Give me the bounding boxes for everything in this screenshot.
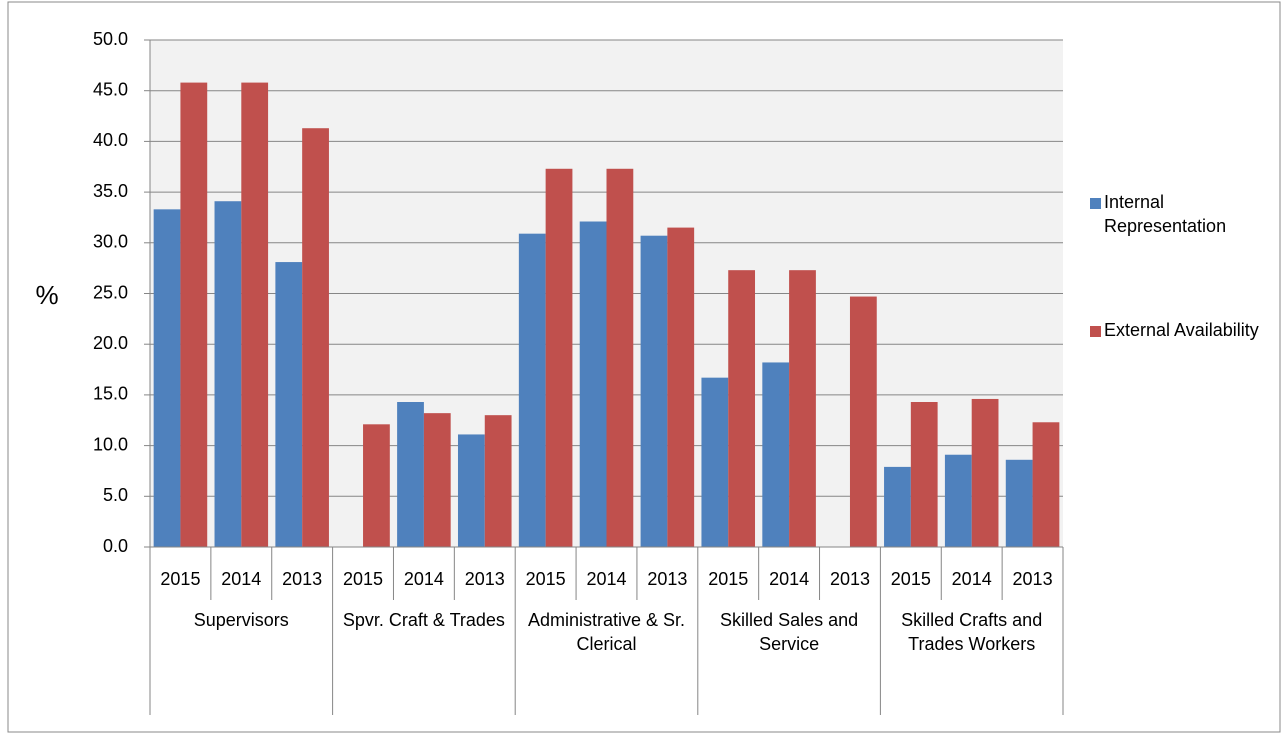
bar (1032, 422, 1060, 547)
y-tick-label: 35.0 (93, 181, 128, 201)
y-tick-label: 10.0 (93, 434, 128, 454)
bar (241, 82, 269, 547)
x-tick-label: 2013 (282, 569, 322, 589)
bar (214, 201, 242, 547)
bar (275, 262, 303, 547)
legend-swatch (1090, 198, 1101, 209)
x-tick-label: 2015 (526, 569, 566, 589)
bar (762, 362, 790, 547)
bar (728, 270, 756, 547)
y-tick-label: 20.0 (93, 333, 128, 353)
x-tick-label: 2015 (343, 569, 383, 589)
x-tick-label: 2013 (1013, 569, 1053, 589)
x-tick-label: 2015 (708, 569, 748, 589)
bar (397, 401, 424, 547)
group-label: Skilled Sales and Service (720, 610, 859, 654)
y-tick-label: 50.0 (93, 29, 128, 49)
x-tick-label: 2015 (160, 569, 200, 589)
y-tick-label: 5.0 (103, 485, 128, 505)
bar (910, 401, 938, 547)
group-label: Skilled Crafts and Trades Workers (901, 610, 1043, 654)
bar (884, 466, 911, 547)
bar (302, 128, 329, 547)
y-tick-label: 15.0 (93, 384, 128, 404)
x-tick-label: 2014 (769, 569, 809, 589)
bar (971, 398, 999, 547)
group-label: Supervisors (193, 610, 289, 630)
y-tick-label: 40.0 (93, 130, 128, 150)
y-tick-label: 45.0 (93, 79, 128, 99)
legend-label: External Availability (1104, 320, 1259, 340)
bar (1005, 459, 1033, 547)
bar (423, 413, 451, 547)
x-tick-label: 2014 (404, 569, 444, 589)
bar (701, 377, 729, 547)
x-tick-label: 2014 (586, 569, 626, 589)
y-axis-label: % (35, 280, 58, 310)
y-tick-label: 25.0 (93, 282, 128, 302)
group-label: Spvr. Craft & Trades (342, 610, 505, 630)
bar (457, 434, 485, 547)
bar (667, 227, 695, 547)
bar (545, 168, 573, 547)
chart-border (7, 1, 1281, 733)
bar (606, 168, 634, 547)
y-tick-label: 0.0 (103, 536, 128, 556)
x-tick-label: 2015 (891, 569, 931, 589)
bar (180, 82, 208, 547)
bar (363, 424, 390, 547)
bar (789, 270, 816, 547)
y-tick-label: 30.0 (93, 232, 128, 252)
x-tick-label: 2013 (647, 569, 687, 589)
x-tick-label: 2014 (952, 569, 992, 589)
bar (944, 454, 972, 547)
x-tick-label: 2013 (465, 569, 505, 589)
bar (153, 209, 181, 547)
bar (640, 235, 668, 547)
legend-label: Internal Representation (1104, 192, 1227, 236)
bar (579, 221, 607, 548)
bar (849, 296, 877, 547)
group-label: Administrative & Sr. Clerical (527, 610, 686, 654)
bar (518, 233, 546, 547)
x-tick-label: 2014 (221, 569, 261, 589)
bar (484, 415, 512, 547)
legend-swatch (1090, 326, 1101, 337)
x-tick-label: 2013 (830, 569, 870, 589)
